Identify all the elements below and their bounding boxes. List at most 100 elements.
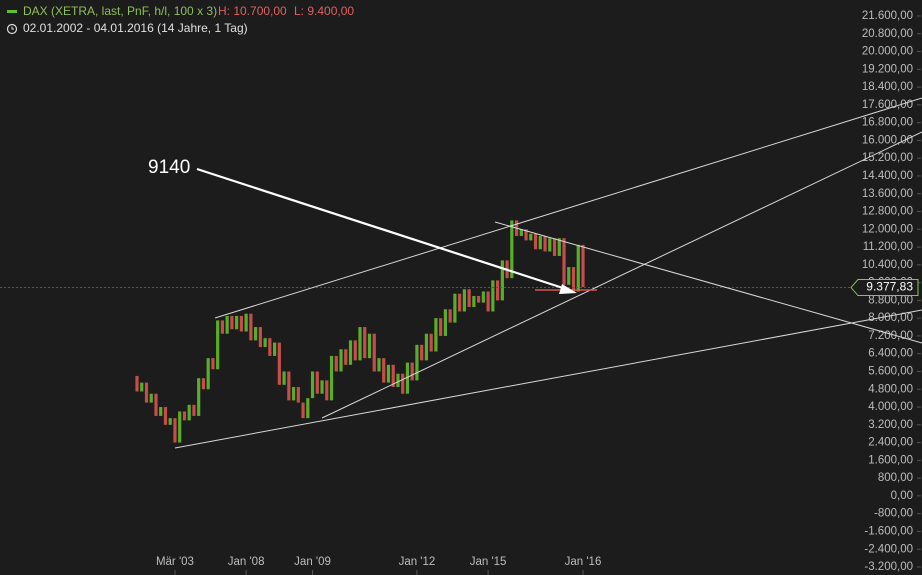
x-column [377,358,381,372]
x-column [149,393,153,403]
x-column [244,313,248,332]
o-column [420,344,424,361]
x-column [434,318,438,352]
x-tick-label: Jan '16 [565,556,602,568]
trend-line [321,131,922,419]
y-tick-label: 4.800,00 [868,383,913,395]
o-column [495,280,500,301]
o-column [391,364,395,388]
x-column [206,358,210,390]
o-column [230,315,234,330]
x-column [235,315,239,330]
x-tick-label: Jan '09 [294,556,331,568]
x-column [396,373,400,388]
y-tick-label: 8.800,00 [868,294,913,306]
y-tick-label: 20.800,00 [862,28,913,40]
x-column [557,238,561,256]
x-column [254,327,258,341]
o-column [543,235,547,252]
x-column [481,291,485,303]
y-tick-label: -2.400,00 [864,543,913,555]
y-tick-label: 16.800,00 [862,117,913,129]
x-tick-label: Jan '08 [228,556,265,568]
o-column [301,402,305,419]
o-column [458,293,462,312]
clock-hands [11,26,14,30]
y-tick-label: 13.600,00 [862,188,913,200]
y-tick-label: 2.400,00 [868,437,913,449]
x-column [386,364,391,383]
x-column [462,289,466,312]
y-tick-label: 1.600,00 [868,454,913,466]
date-range: 02.01.2002 - 04.01.2016 (14 Jahre, 1 Tag… [23,21,248,35]
annotation: 9140 [148,157,190,178]
o-column [135,375,139,392]
o-column [533,233,538,250]
o-column [372,333,376,372]
o-column [552,238,557,256]
o-column [182,411,187,421]
y-tick-label: 4.000,00 [868,401,913,413]
y-tick-label: -3.200,00 [864,561,913,573]
x-tick-label: Mär '03 [156,556,194,568]
x-column [529,233,533,241]
x-column [306,398,310,419]
y-tick-label: 0,00 [891,490,913,502]
x-column [500,260,504,301]
x-column [320,380,324,394]
x-column [548,238,552,252]
x-column [310,371,315,399]
o-column [249,313,253,341]
o-column [467,289,471,308]
o-column [258,327,262,348]
y-tick-label: 6.400,00 [868,348,913,360]
high: H: 10.700,00 [218,4,287,18]
o-column [296,387,300,403]
y-tick-label: 7.200,00 [868,330,913,342]
y-tick-label: 20.000,00 [862,46,913,58]
o-column [239,315,243,332]
o-column [220,320,225,334]
o-column [477,295,481,303]
x-column [538,235,542,250]
y-tick-label: 800,00 [878,472,913,484]
y-tick-label: 11.200,00 [863,241,913,253]
x-column [282,371,286,385]
o-column [268,338,272,356]
x-column [225,315,229,334]
o-column [486,291,490,312]
x-column [140,382,144,392]
o-column [315,371,319,394]
x-column [443,309,448,336]
o-column [429,333,433,352]
plot-area: 21.600,00 20.800,00 20.000,00 19.200,00 18.4… [0,10,921,575]
x-column [197,378,201,416]
o-column [173,418,177,443]
o-column [201,378,206,390]
trend-line [214,97,922,319]
o-column [353,340,357,361]
o-column [163,407,168,425]
o-column [410,362,414,381]
o-column [401,373,405,394]
y-tick-label: 16.000,00 [862,134,913,146]
o-column [192,404,196,416]
clock-icon [6,23,18,35]
y-tick-label: 12.800,00 [862,206,913,218]
x-column [519,229,523,236]
x-column [367,333,372,359]
x-column [272,342,277,356]
o-column [277,342,281,385]
x-column [339,349,343,372]
low: L: 9.400,00 [294,4,354,18]
y-tick-label: 10.400,00 [862,259,913,271]
x-column [216,320,220,370]
y-tick-label: 21.600,00 [862,10,913,22]
y-tick-label: 18.400,00 [862,81,913,93]
x-tick-label: Jan '15 [470,556,507,568]
x-column [576,244,580,292]
last-price-label: 9.377,83 [866,280,913,294]
o-column [562,238,566,285]
